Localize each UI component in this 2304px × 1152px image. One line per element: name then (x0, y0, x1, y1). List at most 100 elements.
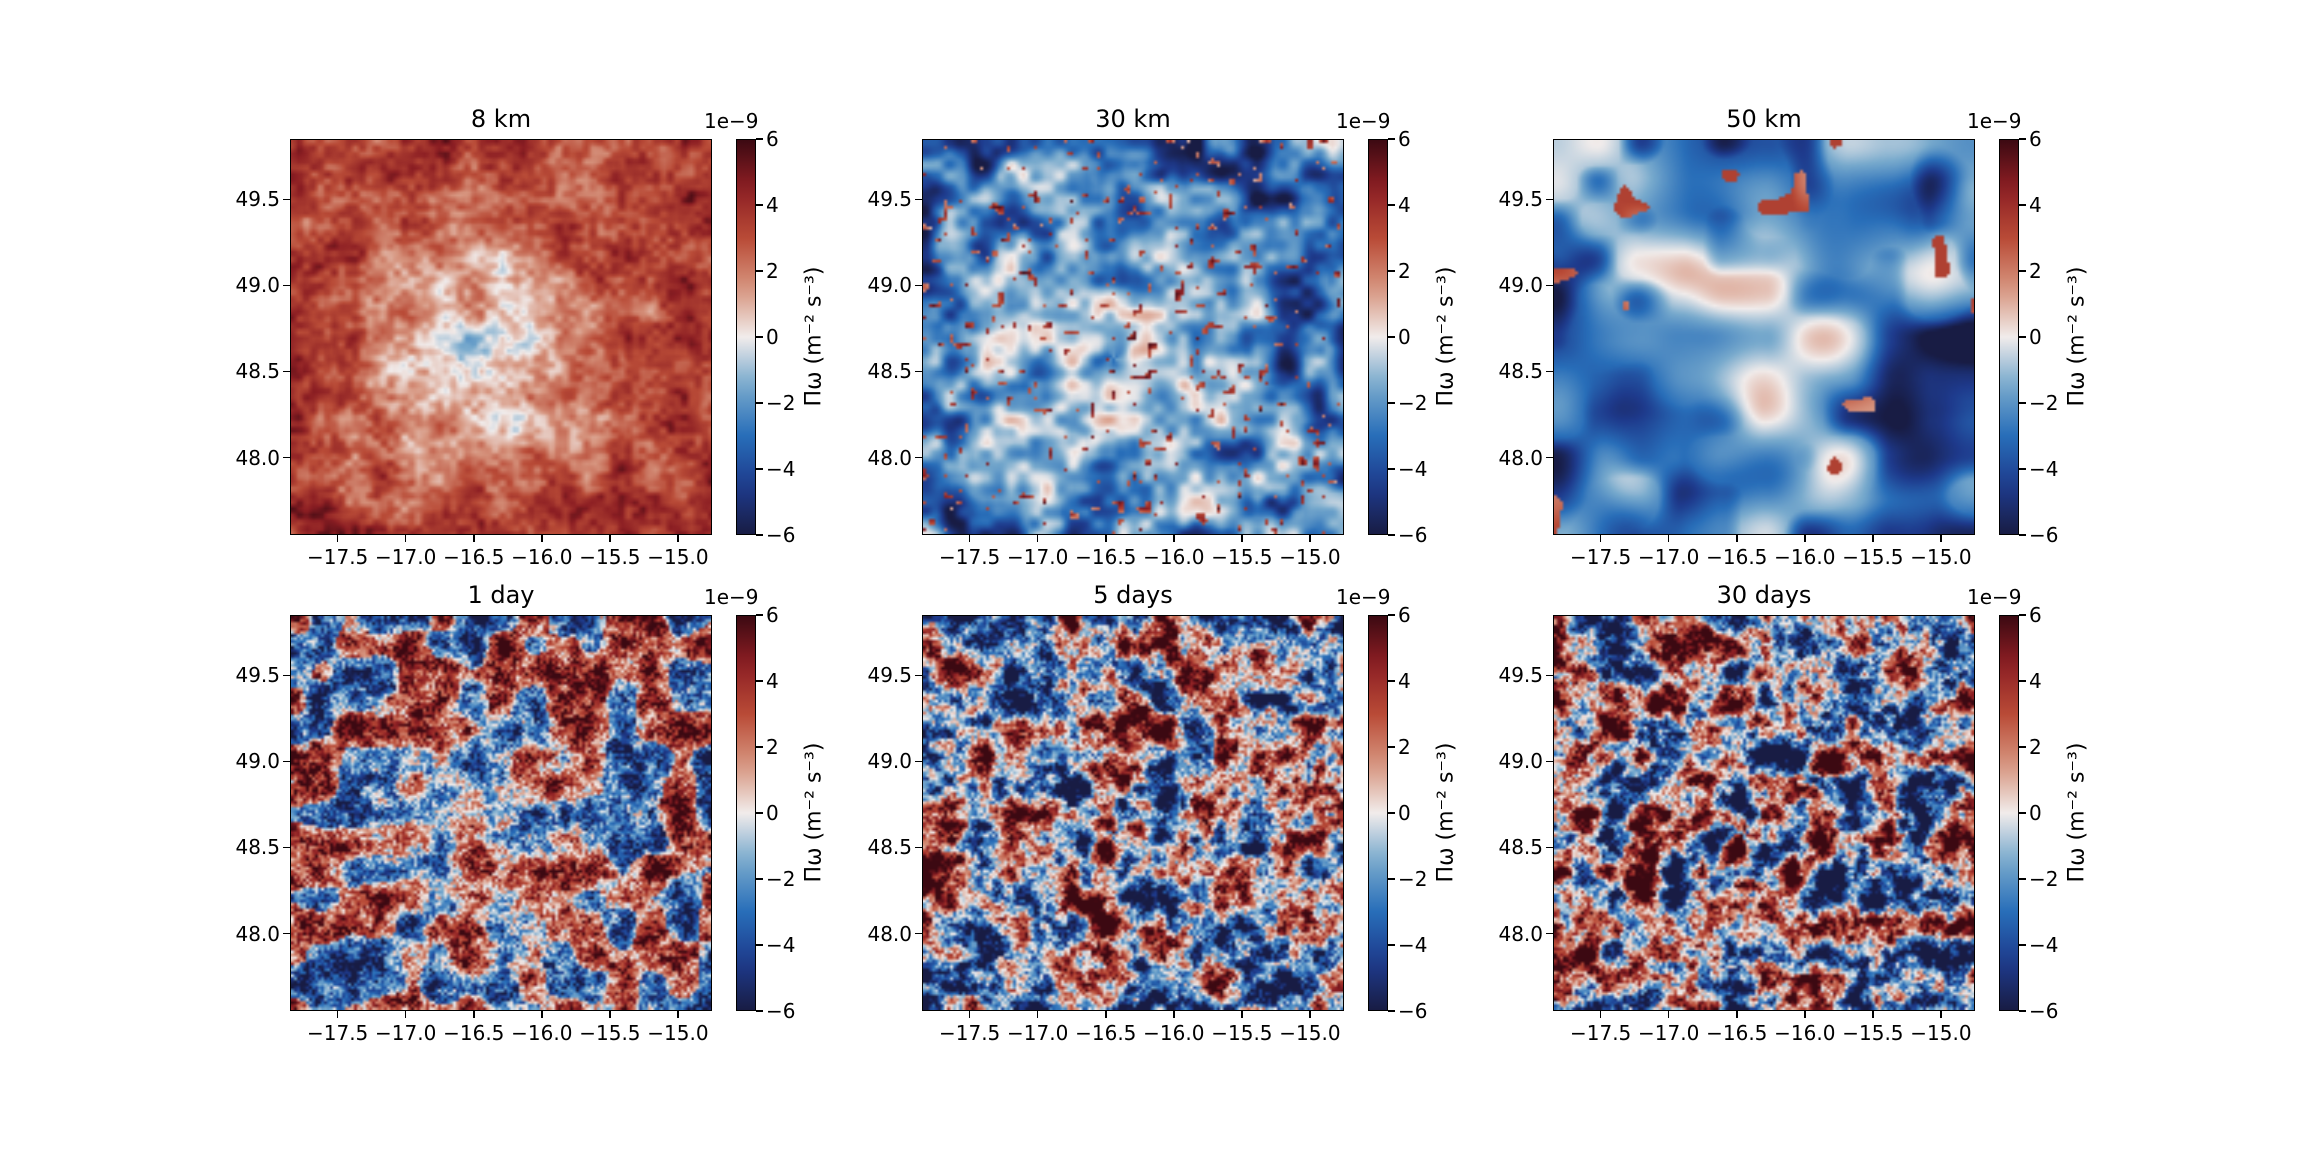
colorbar-tick-mark (756, 614, 763, 616)
x-tick-mark (968, 535, 971, 542)
y-tick-label: 48.0 (235, 445, 280, 470)
y-tick-mark (915, 284, 922, 287)
x-tick-mark (1736, 535, 1738, 542)
colorbar-tick-mark (2019, 468, 2026, 470)
x-tick-label: −15.0 (1910, 545, 1972, 569)
y-tick-label: 49.5 (235, 663, 280, 688)
x-tick-label: −15.0 (647, 1021, 709, 1045)
colorbar-tick-mark (1388, 1010, 1395, 1012)
x-tick-mark (1105, 1011, 1107, 1018)
x-tick-mark (473, 535, 475, 542)
colorbar-tick-label: −2 (1398, 391, 1428, 415)
x-tick-mark (1036, 1011, 1039, 1018)
colorbar-tick-label: 0 (766, 801, 779, 825)
colorbar-exponent: 1e−9 (704, 585, 759, 609)
colorbar-exponent: 1e−9 (1336, 109, 1391, 133)
x-tick-mark (1940, 1011, 1942, 1018)
colorbar-tick-mark (1388, 812, 1395, 814)
x-tick-label: −17.5 (938, 1021, 1001, 1045)
colorbar-tick-mark (2019, 402, 2026, 404)
y-tick-mark (283, 760, 290, 763)
x-tick-mark (1105, 535, 1107, 542)
colorbar-tick-mark (756, 1010, 763, 1012)
y-tick-mark (1546, 846, 1553, 849)
colorbar-tick-label: −2 (2029, 867, 2059, 891)
colorbar-tick-label: 2 (1398, 735, 1411, 759)
y-tick-mark (283, 674, 290, 676)
colorbar-exponent: 1e−9 (1967, 585, 2022, 609)
colorbar-tick-label: 0 (1398, 325, 1411, 349)
x-tick-mark (1173, 535, 1175, 542)
x-tick-mark (1940, 535, 1942, 542)
y-tick-label: 49.5 (867, 187, 912, 212)
y-tick-mark (1546, 674, 1553, 676)
colorbar-tick-mark (2019, 680, 2026, 682)
colorbar-tick-mark (756, 468, 763, 470)
colorbar-tick-mark (1388, 270, 1395, 272)
x-tick-mark (1804, 535, 1806, 542)
panel-title: 30 days (1716, 581, 1812, 609)
colorbar-tick-mark (756, 534, 763, 536)
colorbar-tick-mark (2019, 336, 2026, 338)
heatmap-field (291, 140, 711, 534)
y-tick-label: 48.0 (867, 445, 912, 470)
x-tick-label: −15.5 (1842, 545, 1904, 569)
y-tick-label: 49.0 (867, 273, 912, 298)
colorbar (736, 139, 756, 535)
heatmap-field (923, 616, 1343, 1010)
colorbar-tick-mark (2019, 746, 2026, 748)
x-tick-label: −16.0 (1774, 545, 1836, 569)
colorbar-tick-mark (1388, 746, 1395, 748)
colorbar-tick-label: 2 (2029, 259, 2042, 283)
colorbar-tick-label: −2 (1398, 867, 1428, 891)
colorbar-tick-mark (1388, 878, 1395, 880)
y-tick-mark (1546, 760, 1553, 763)
x-tick-label: −17.5 (306, 545, 369, 569)
colorbar-tick-label: −6 (2029, 523, 2059, 547)
colorbar (736, 615, 756, 1011)
x-tick-label: −15.0 (647, 545, 709, 569)
colorbar-tick-label: −6 (766, 523, 796, 547)
x-tick-mark (677, 1011, 679, 1018)
x-tick-label: −15.5 (1211, 545, 1273, 569)
x-tick-mark (336, 535, 339, 542)
colorbar-tick-mark (1388, 614, 1395, 616)
colorbar-tick-label: −4 (766, 457, 796, 481)
x-tick-mark (1036, 535, 1039, 542)
colorbar-tick-mark (756, 878, 763, 880)
y-tick-label: 49.5 (1498, 187, 1543, 212)
x-tick-label: −17.0 (1638, 1021, 1700, 1045)
colorbar-tick-label: 4 (766, 193, 779, 217)
colorbar-tick-mark (1388, 402, 1395, 404)
colorbar-tick-label: 2 (766, 735, 779, 759)
x-tick-mark (1804, 1011, 1806, 1018)
x-tick-mark (1309, 1011, 1311, 1018)
colorbar-tick-mark (756, 204, 763, 206)
colorbar-tick-label: 6 (1398, 127, 1411, 151)
y-tick-mark (915, 370, 922, 373)
colorbar-tick-label: −4 (1398, 457, 1428, 481)
colorbar-label: Πω (m⁻² s⁻³) (801, 742, 827, 883)
x-tick-mark (1667, 1011, 1670, 1018)
colorbar-label: Πω (m⁻² s⁻³) (1433, 266, 1459, 407)
x-tick-mark (541, 1011, 543, 1018)
heatmap-plot (290, 615, 712, 1011)
x-tick-mark (609, 1011, 611, 1018)
colorbar-tick-mark (756, 812, 763, 814)
x-tick-label: −16.5 (443, 545, 505, 569)
x-tick-mark (677, 535, 679, 542)
colorbar (1999, 615, 2019, 1011)
x-tick-mark (404, 535, 407, 542)
x-tick-mark (1241, 1011, 1243, 1018)
heatmap-plot (1553, 615, 1975, 1011)
colorbar-tick-label: −4 (766, 933, 796, 957)
x-tick-label: −16.5 (1075, 545, 1137, 569)
x-tick-label: −15.5 (579, 545, 641, 569)
x-tick-label: −16.0 (1143, 545, 1205, 569)
colorbar (1368, 615, 1388, 1011)
y-tick-mark (283, 932, 290, 935)
y-tick-mark (915, 760, 922, 763)
y-tick-label: 48.0 (1498, 445, 1543, 470)
x-tick-mark (1872, 1011, 1874, 1018)
colorbar-tick-label: 6 (766, 127, 779, 151)
